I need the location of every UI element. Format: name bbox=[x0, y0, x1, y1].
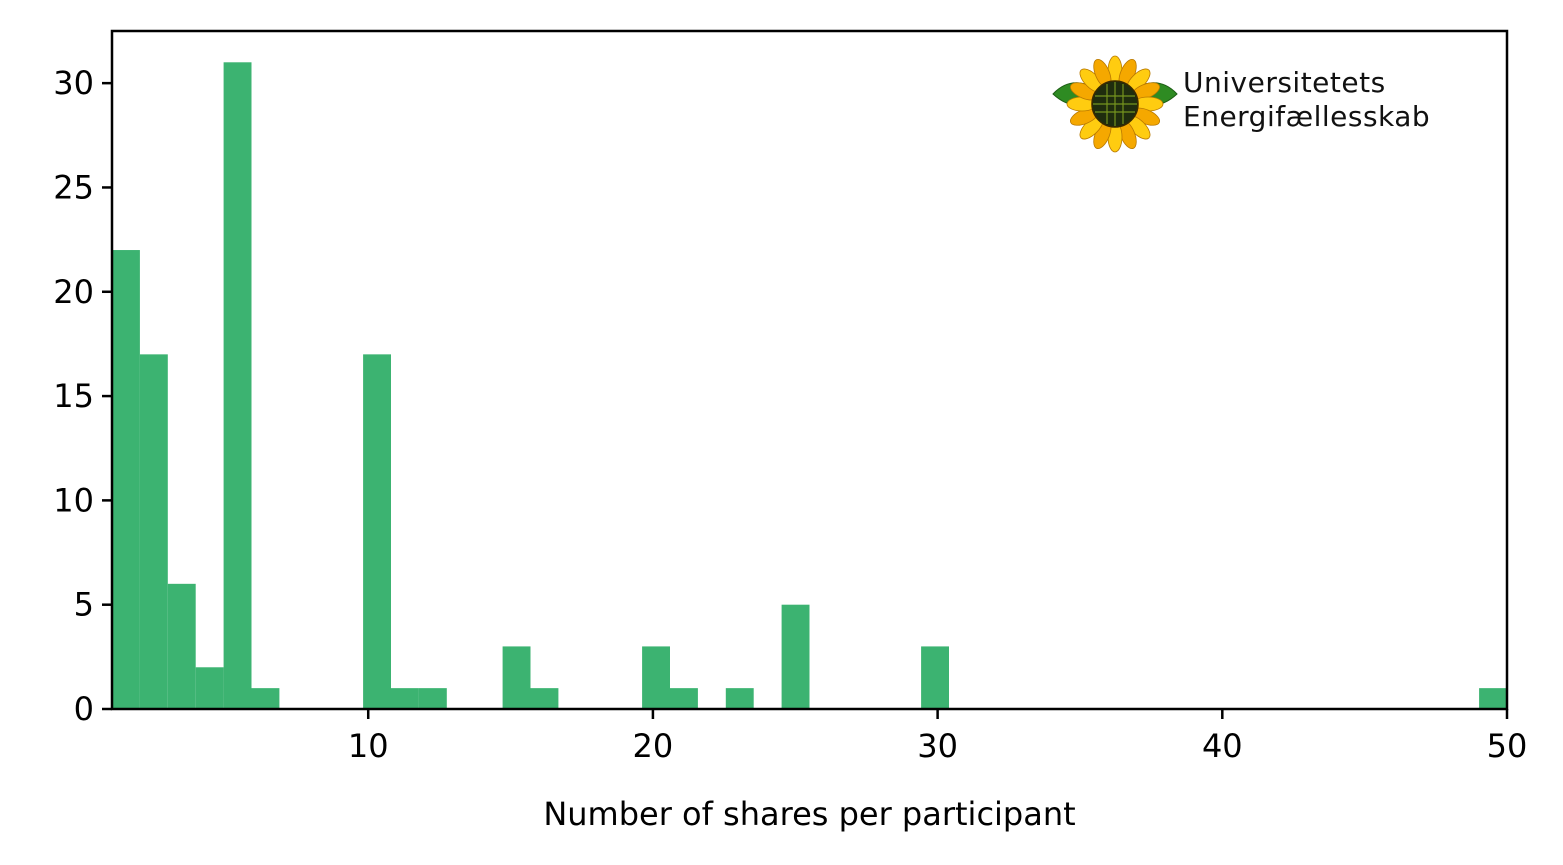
histogram-bar bbox=[195, 667, 224, 709]
y-tick-label: 0 bbox=[74, 690, 94, 728]
x-tick-label: 10 bbox=[348, 727, 389, 765]
histogram-bar bbox=[418, 688, 447, 709]
logo: Universitetets Energifællesskab bbox=[1052, 55, 1430, 153]
logo-line-1: Universitetets bbox=[1183, 66, 1386, 99]
x-axis-label: Number of shares per participant bbox=[543, 795, 1075, 833]
histogram-bar bbox=[642, 646, 670, 709]
x-tick-label: 20 bbox=[633, 727, 674, 765]
logo-line-2: Energifællesskab bbox=[1183, 100, 1430, 133]
histogram-bar bbox=[530, 688, 559, 709]
sunflower-icon bbox=[1052, 55, 1178, 153]
histogram-bar bbox=[223, 62, 252, 710]
x-axis-ticks: 10 20 30 40 50 bbox=[348, 709, 1527, 765]
histogram-bar bbox=[725, 688, 754, 709]
histogram-bar bbox=[251, 688, 280, 709]
y-tick-label: 25 bbox=[53, 168, 94, 206]
histogram-bar bbox=[363, 354, 391, 709]
histogram-bar bbox=[781, 604, 810, 709]
y-tick-label: 5 bbox=[74, 586, 94, 624]
plot-frame bbox=[110, 29, 1509, 711]
histogram-bar bbox=[167, 583, 196, 709]
y-tick-label: 30 bbox=[53, 64, 94, 102]
y-tick-label: 20 bbox=[53, 273, 94, 311]
histogram-bar bbox=[112, 250, 140, 710]
x-tick-label: 50 bbox=[1487, 727, 1528, 765]
x-tick-label: 40 bbox=[1202, 727, 1243, 765]
histogram-bar bbox=[921, 646, 949, 709]
bars-group bbox=[112, 62, 1507, 710]
histogram-bar bbox=[139, 354, 168, 709]
histogram-bar bbox=[670, 688, 698, 709]
y-tick-label: 15 bbox=[53, 377, 94, 415]
histogram-bar bbox=[502, 646, 531, 709]
histogram-bar bbox=[391, 688, 419, 709]
y-tick-label: 10 bbox=[53, 481, 94, 519]
y-axis-ticks: 0 5 10 15 20 25 30 bbox=[53, 64, 112, 728]
x-tick-label: 30 bbox=[917, 727, 958, 765]
histogram-bar bbox=[1479, 688, 1507, 709]
